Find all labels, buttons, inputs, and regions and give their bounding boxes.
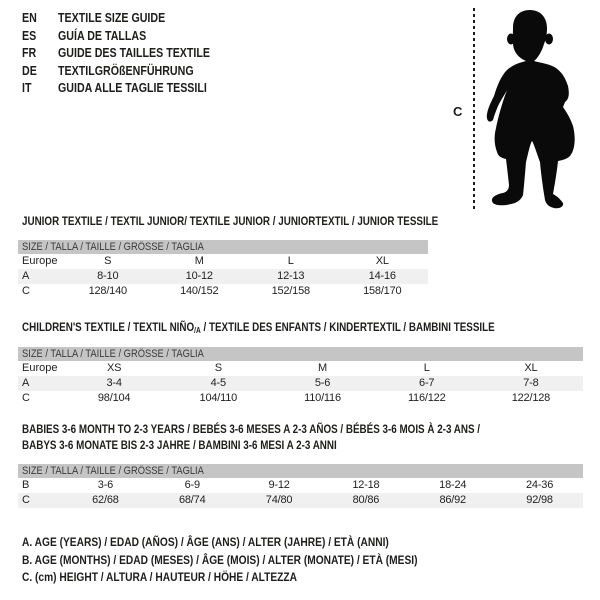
size-cell: M [318, 362, 327, 374]
children-table-title-text: CHILDREN'S TEXTILE / TEXTIL NIÑO/A / TEX… [22, 319, 495, 339]
age-cell: 24-36 [525, 479, 554, 491]
babies-table-title-line2: BABYS 3-6 MONATE BIS 2-3 JAHRE / BAMBINI… [22, 438, 337, 452]
table-row-europe: Europe XS S M L XL [18, 361, 583, 376]
height-dashed-line [473, 8, 475, 209]
table-header-bar: SIZE / TALLA / TAILLE / GRÖSSE / TAGLIA [18, 240, 428, 254]
babies-size-table: SIZE / TALLA / TAILLE / GRÖSSE / TAGLIA … [18, 464, 583, 508]
table-row-age: A 3-4 4-5 5-6 6-7 7-8 [18, 376, 583, 391]
height-measure-figure: C [445, 6, 585, 214]
height-cell: 62/68 [92, 494, 119, 506]
lang-code: DE [22, 62, 37, 78]
size-cell: M [194, 255, 204, 267]
row-label: B [22, 479, 30, 491]
size-cell: L [423, 362, 430, 374]
row-label: A [22, 377, 30, 389]
age-cell: 4-5 [210, 377, 227, 389]
size-cell: XL [524, 362, 538, 374]
legend-line-b: B. AGE (MONTHS) / EDAD (MESES) / ÂGE (MO… [22, 552, 418, 567]
table-row-age: A 8-10 10-12 12-13 14-16 [18, 269, 428, 284]
height-cell: 116/122 [407, 392, 446, 404]
row-label: C [22, 494, 30, 506]
legend-line-c: C. (cm) HEIGHT / ALTURA / HAUTEUR / HÖHE… [22, 570, 298, 584]
row-label: C [22, 285, 30, 297]
age-cell: 7-8 [523, 377, 539, 389]
lang-code: IT [22, 80, 32, 95]
age-cell: 14-16 [368, 270, 396, 282]
size-cell: XS [106, 362, 122, 374]
table-row-height: C 128/140 140/152 152/158 158/170 [18, 284, 428, 299]
height-cell: 98/104 [97, 392, 131, 404]
measure-legend: A. AGE (YEARS) / EDAD (AÑOS) / ÂGE (ANS)… [22, 534, 487, 587]
table-row-europe: Europe S M L XL [18, 254, 428, 269]
height-cell: 158/170 [363, 285, 402, 297]
size-cell: XL [375, 255, 389, 267]
height-cell: 104/110 [199, 392, 238, 404]
lang-code: EN [22, 10, 37, 25]
size-cell: S [214, 362, 222, 374]
lang-title: TEXTILE SIZE GUIDE [58, 10, 166, 25]
lang-title: GUIDA ALLE TAGLIE TESSILI [58, 80, 207, 95]
age-cell: 12-13 [277, 270, 305, 282]
title-pre: CHILDREN'S TEXTILE / TEXTIL NIÑO [22, 320, 195, 334]
lang-title: GUÍA DE TALLAS [58, 27, 147, 43]
language-title-block: EN TEXTILE SIZE GUIDE ES GUÍA DE TALLAS … [22, 9, 243, 97]
table-header-text: SIZE / TALLA / TAILLE / GRÖSSE / TAGLIA [22, 465, 204, 477]
title-post: / TEXTILE DES ENFANTS / KINDERTEXTIL / B… [200, 320, 495, 334]
table-row-height: C 62/68 68/74 74/80 80/86 86/92 92/98 [18, 493, 583, 508]
height-cell: 80/86 [352, 494, 380, 506]
children-table-title: CHILDREN'S TEXTILE / TEXTIL NIÑO/A / TEX… [22, 319, 598, 339]
height-cell: 92/98 [526, 494, 553, 506]
babies-table-title-line1: BABIES 3-6 MONTH TO 2-3 YEARS / BEBÉS 3-… [22, 422, 481, 436]
age-cell: 8-10 [97, 270, 119, 282]
lang-row-en: EN TEXTILE SIZE GUIDE [22, 9, 243, 27]
table-header-text: SIZE / TALLA / TAILLE / GRÖSSE / TAGLIA [22, 241, 204, 253]
height-cell: 122/128 [511, 392, 551, 404]
height-cell: 140/152 [180, 285, 219, 297]
age-cell: 6-9 [184, 479, 201, 491]
junior-size-table: SIZE / TALLA / TAILLE / GRÖSSE / TAGLIA … [18, 240, 428, 299]
junior-table-title: JUNIOR TEXTILE / TEXTIL JUNIOR/ TEXTILE … [22, 213, 530, 229]
lang-code: FR [22, 45, 37, 60]
size-cell: L [287, 255, 294, 267]
age-cell: 9-12 [268, 479, 290, 491]
height-cell: 68/74 [178, 494, 206, 506]
lang-row-fr: FR GUIDE DES TAILLES TEXTILE [22, 44, 243, 62]
age-cell: 18-24 [439, 479, 467, 491]
children-size-table: SIZE / TALLA / TAILLE / GRÖSSE / TAGLIA … [18, 347, 583, 406]
table-header-text: SIZE / TALLA / TAILLE / GRÖSSE / TAGLIA [22, 348, 204, 360]
height-cell: 110/116 [304, 392, 341, 404]
row-label: Europe [22, 255, 58, 267]
lang-row-it: IT GUIDA ALLE TAGLIE TESSILI [22, 79, 243, 97]
table-header-bar: SIZE / TALLA / TAILLE / GRÖSSE / TAGLIA [18, 464, 583, 478]
table-row-height: C 98/104 104/110 110/116 116/122 122/128 [18, 391, 583, 406]
legend-line-a: A. AGE (YEARS) / EDAD (AÑOS) / ÂGE (ANS)… [22, 535, 389, 549]
size-cell: S [104, 255, 112, 267]
lang-title: GUIDE DES TAILLES TEXTILE [58, 45, 211, 60]
height-cell: 74/80 [265, 494, 293, 506]
table-row-age-months: B 3-6 6-9 9-12 12-18 18-24 24-36 [18, 478, 583, 493]
babies-table-title: BABIES 3-6 MONTH TO 2-3 YEARS / BEBÉS 3-… [22, 421, 581, 453]
lang-row-de: DE TEXTILGRÖßENFÜHRUNG [22, 62, 243, 80]
age-cell: 3-6 [97, 479, 114, 491]
lang-title: TEXTILGRÖßENFÜHRUNG [58, 62, 194, 78]
height-cell: 86/92 [439, 494, 466, 506]
age-cell: 5-6 [314, 377, 331, 389]
age-cell: 3-4 [106, 377, 122, 389]
row-label: A [22, 270, 30, 282]
lang-row-es: ES GUÍA DE TALLAS [22, 27, 243, 45]
age-cell: 10-12 [185, 270, 213, 282]
height-cell: 128/140 [88, 285, 128, 297]
row-label: C [22, 392, 30, 404]
height-measure-label: C [453, 104, 463, 119]
lang-code: ES [22, 27, 37, 43]
title-sub: /A [194, 326, 201, 335]
age-cell: 12-18 [352, 479, 380, 491]
table-header-bar: SIZE / TALLA / TAILLE / GRÖSSE / TAGLIA [18, 347, 583, 361]
junior-table-title-text: JUNIOR TEXTILE / TEXTIL JUNIOR/ TEXTILE … [22, 214, 439, 228]
height-cell: 152/158 [271, 285, 311, 297]
row-label: Europe [22, 362, 58, 374]
age-cell: 6-7 [419, 377, 435, 389]
toddler-silhouette-icon [486, 10, 575, 209]
